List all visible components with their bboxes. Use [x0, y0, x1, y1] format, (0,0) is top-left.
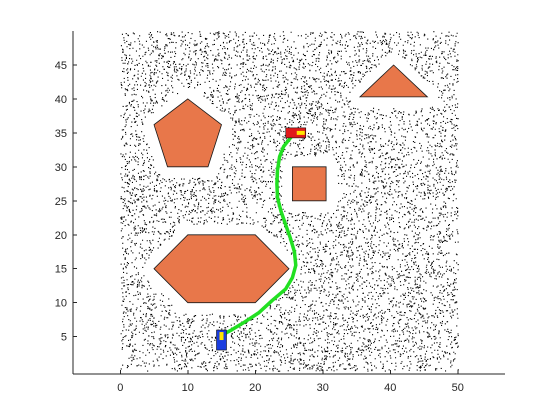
- y-tick-label: 15: [55, 264, 67, 276]
- goal-vehicle-accent: [296, 130, 305, 135]
- noise-points: [120, 31, 459, 372]
- y-tick-label: 20: [55, 230, 67, 242]
- start-vehicle-marker: [216, 329, 227, 351]
- goal-vehicle-body: [285, 127, 307, 139]
- y-tick-label: 35: [55, 128, 67, 140]
- x-tick-label: 10: [182, 382, 194, 394]
- obstacle-pentagon: [153, 98, 222, 168]
- obstacle-triangle: [358, 64, 429, 98]
- x-tick-label: 0: [117, 382, 123, 394]
- y-tick-label: 40: [55, 94, 67, 106]
- y-tick-label: 5: [61, 332, 67, 344]
- start-vehicle-accent: [219, 332, 224, 341]
- obstacle-square: [291, 166, 327, 202]
- obstacle-hexagon: [153, 234, 290, 304]
- x-tick-label: 20: [249, 382, 261, 394]
- y-tick-label: 45: [55, 60, 67, 72]
- planned-path-line: [219, 131, 298, 338]
- x-tick-label: 40: [384, 382, 396, 394]
- y-tick-label: 25: [55, 196, 67, 208]
- y-tick-label: 30: [55, 162, 67, 174]
- x-tick-label: 50: [452, 382, 464, 394]
- y-tick-label: 10: [55, 298, 67, 310]
- goal-vehicle-marker: [285, 127, 307, 139]
- x-tick-label: 30: [317, 382, 329, 394]
